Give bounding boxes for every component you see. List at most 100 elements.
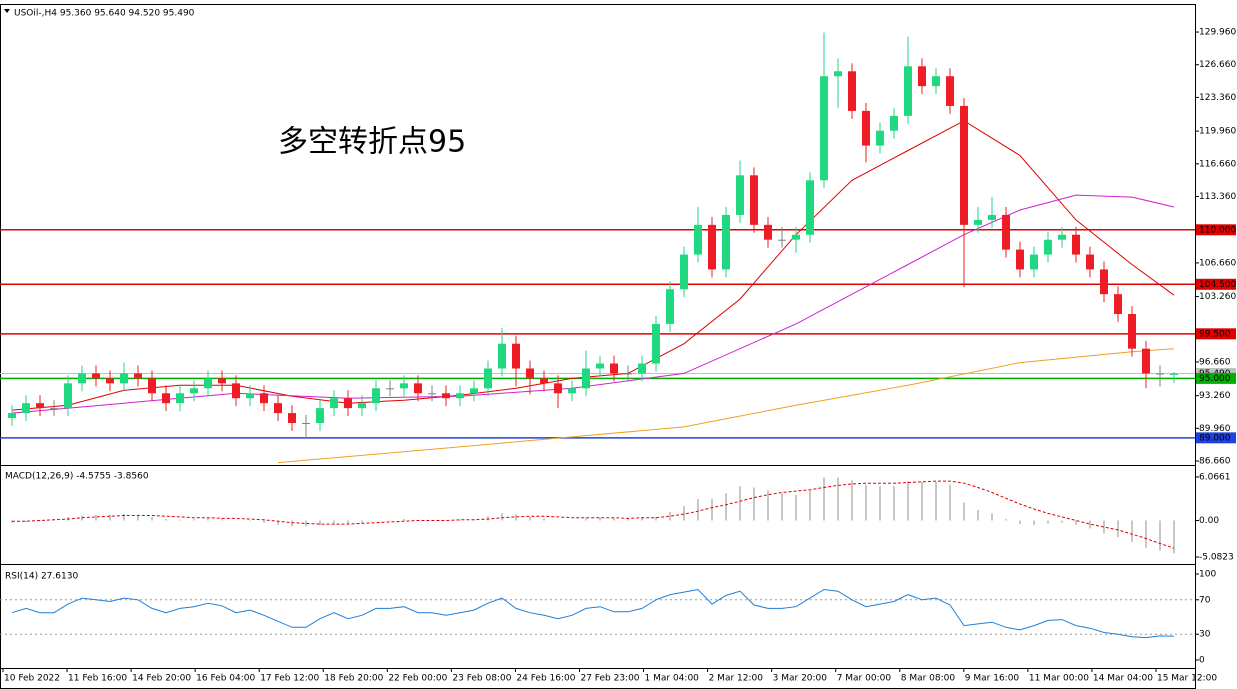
y-tick-label: 126.660 xyxy=(1199,60,1236,70)
x-tick-label: 1 Mar 04:00 xyxy=(645,674,700,684)
x-tick-label: 27 Feb 23:00 xyxy=(580,674,639,684)
candle-body xyxy=(764,224,772,240)
candle-body xyxy=(1072,234,1080,255)
y-tick-label: -5.0823 xyxy=(1199,552,1234,562)
x-tick-label: 16 Feb 04:00 xyxy=(196,674,255,684)
candle-body xyxy=(694,224,702,255)
candle-body xyxy=(1128,314,1136,349)
candle-body xyxy=(750,175,758,225)
candle-body xyxy=(708,224,716,270)
candle-body xyxy=(820,76,828,181)
level-tag xyxy=(1196,224,1236,236)
candle-body xyxy=(512,343,520,369)
x-tick-label: 24 Feb 16:00 xyxy=(516,674,575,684)
x-tick-label: 14 Mar 04:00 xyxy=(1093,674,1153,684)
x-tick-label: 3 Mar 20:00 xyxy=(773,674,828,684)
candle-body xyxy=(988,214,996,220)
candle-body xyxy=(1002,214,1010,250)
frame xyxy=(0,4,1196,689)
level-tag xyxy=(1196,432,1236,444)
y-tick-label: 86.660 xyxy=(1199,457,1231,467)
x-tick-label: 17 Feb 12:00 xyxy=(260,674,319,684)
candle-body xyxy=(428,393,436,395)
candle-body xyxy=(638,363,646,374)
candle-body xyxy=(1086,254,1094,270)
level-tag xyxy=(1196,328,1236,340)
candle-body xyxy=(932,76,940,87)
level-label: 89.000 xyxy=(1199,433,1231,443)
candle-body xyxy=(806,180,814,235)
candle-body xyxy=(610,363,618,374)
candle-body xyxy=(554,383,562,394)
candle-body xyxy=(246,393,254,399)
x-tick-label: 14 Feb 20:00 xyxy=(132,674,191,684)
y-tick-label: 93.260 xyxy=(1199,391,1231,401)
rsi-line xyxy=(11,588,1175,639)
rsi-header: RSI(14) 27.6130 xyxy=(5,572,78,582)
y-tick-label: 113.360 xyxy=(1199,192,1236,202)
y-tick-label: 100 xyxy=(1199,569,1216,579)
candle-body xyxy=(106,378,114,384)
candle-body xyxy=(1044,239,1052,255)
candle-body xyxy=(960,105,968,225)
candle-body xyxy=(1142,348,1150,374)
candle-body xyxy=(1170,373,1178,375)
symbol-header: USOil-,H4 95.360 95.640 94.520 95.490 xyxy=(14,9,195,19)
candle-body xyxy=(582,368,590,389)
candle-body xyxy=(372,388,380,404)
candle-body xyxy=(442,393,450,399)
level-label: 99.500 xyxy=(1199,329,1231,339)
candle-body xyxy=(1100,269,1108,295)
candle-body xyxy=(1156,373,1164,375)
candle-body xyxy=(358,403,366,409)
candle-body xyxy=(862,110,870,146)
candle-body xyxy=(1058,234,1066,240)
y-tick-label: 0.00 xyxy=(1199,516,1219,526)
candle-body xyxy=(8,413,16,419)
x-tick-label: 2 Mar 12:00 xyxy=(709,674,764,684)
x-tick-label: 18 Feb 20:00 xyxy=(324,674,383,684)
candle-body xyxy=(1030,254,1038,270)
candle-body xyxy=(680,254,688,290)
y-tick-label: 70 xyxy=(1199,595,1211,605)
candle-body xyxy=(344,398,352,409)
moving-average xyxy=(11,194,1175,414)
candle-body xyxy=(316,408,324,423)
candle-body xyxy=(722,214,730,270)
candle-body xyxy=(50,408,58,410)
y-tick-label: 116.660 xyxy=(1199,159,1236,169)
x-tick-label: 15 Mar 12:00 xyxy=(1157,674,1217,684)
y-tick-label: 103.260 xyxy=(1199,292,1236,302)
x-tick-label: 8 Mar 08:00 xyxy=(901,674,956,684)
x-tick-label: 7 Mar 00:00 xyxy=(837,674,892,684)
candle-body xyxy=(484,368,492,389)
x-tick-label: 23 Feb 08:00 xyxy=(452,674,511,684)
menu-arrow xyxy=(4,9,10,13)
level-tag xyxy=(1196,372,1236,384)
candle-body xyxy=(36,403,44,409)
candle-body xyxy=(330,398,338,409)
candle-body xyxy=(652,323,660,364)
y-tick-label: 30 xyxy=(1199,630,1211,640)
y-tick-label: 0 xyxy=(1199,656,1205,666)
candle-body xyxy=(260,393,268,404)
moving-average xyxy=(277,348,1175,464)
x-tick-label: 9 Mar 16:00 xyxy=(965,674,1020,684)
candle-body xyxy=(498,343,506,369)
candle-body xyxy=(274,403,282,414)
signal-line xyxy=(12,480,1175,549)
candle-body xyxy=(540,378,548,384)
level-label: 110.000 xyxy=(1199,225,1236,235)
candle-body xyxy=(176,393,184,404)
y-tick-label: 89.960 xyxy=(1199,424,1231,434)
annotation: 多空转折点95 xyxy=(278,125,466,160)
y-tick-label: 123.360 xyxy=(1199,93,1236,103)
candle-body xyxy=(778,239,786,241)
candle-body xyxy=(568,388,576,394)
candle-body xyxy=(974,219,982,225)
level-label: 95.000 xyxy=(1199,374,1231,384)
x-tick-label: 11 Feb 16:00 xyxy=(68,674,127,684)
candle-body xyxy=(1016,249,1024,270)
candle-body xyxy=(792,234,800,240)
level-tag xyxy=(1196,278,1236,290)
